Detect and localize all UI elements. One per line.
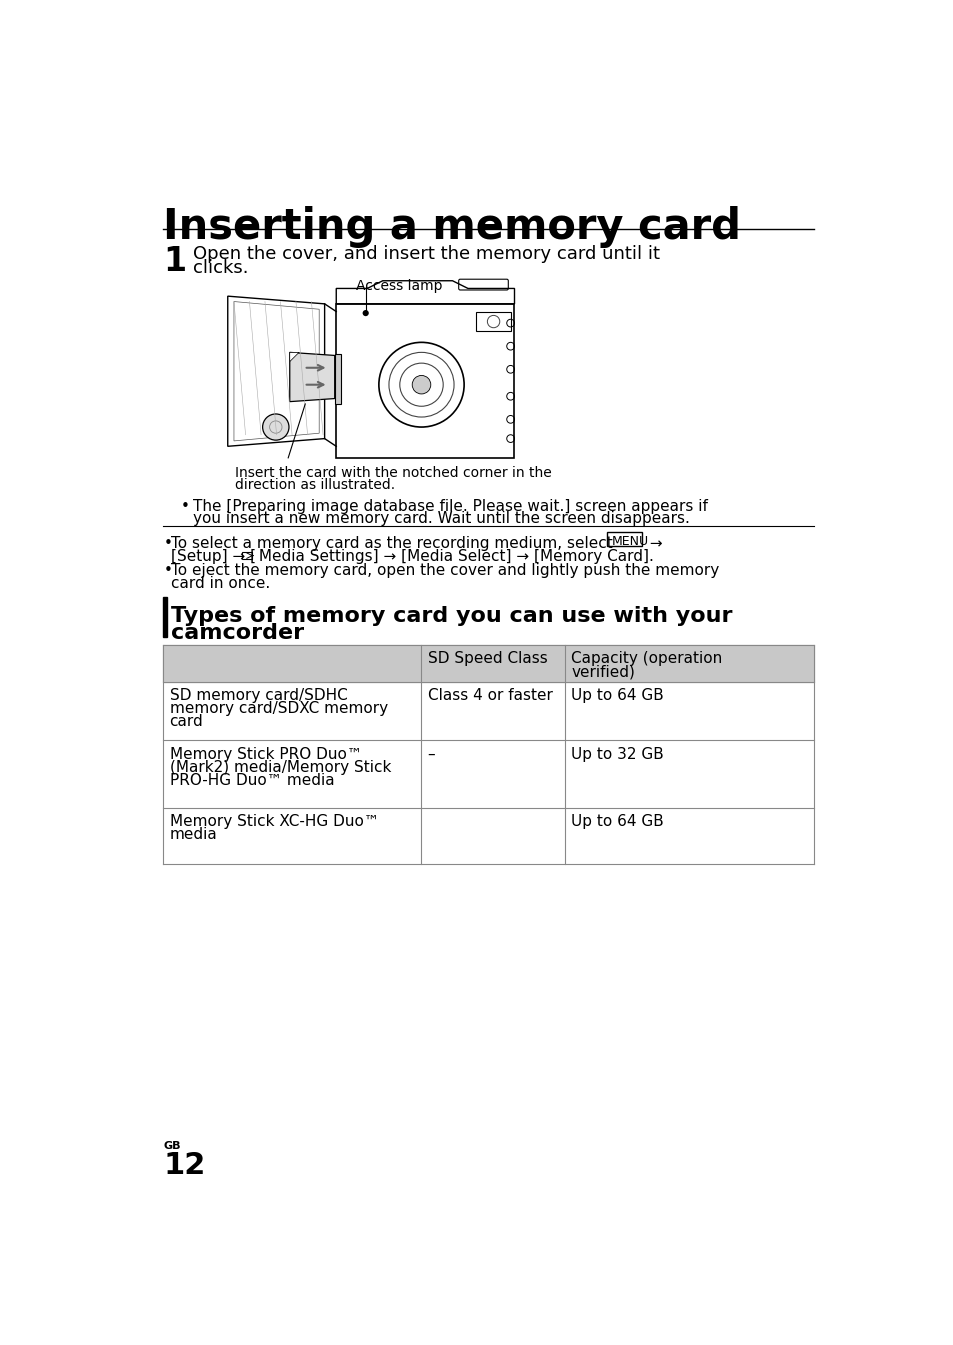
Text: memory card/SDXC memory: memory card/SDXC memory [170,701,387,716]
Text: direction as illustrated.: direction as illustrated. [235,477,395,492]
Text: Inserting a memory card: Inserting a memory card [163,206,740,247]
Text: •: • [181,499,190,514]
Text: Up to 64 GB: Up to 64 GB [571,689,663,703]
Circle shape [262,414,289,440]
Text: Capacity (operation: Capacity (operation [571,651,721,666]
Text: To select a memory card as the recording medium, select: To select a memory card as the recording… [171,537,612,551]
Text: The [Preparing image database file. Please wait.] screen appears if: The [Preparing image database file. Plea… [193,499,707,514]
Text: (Mark2) media/Memory Stick: (Mark2) media/Memory Stick [170,760,391,775]
Text: Class 4 or faster: Class 4 or faster [427,689,552,703]
Text: •: • [163,564,172,578]
Text: Media Settings] → [Media Select] → [Memory Card].: Media Settings] → [Media Select] → [Memo… [253,550,654,565]
Circle shape [362,309,369,316]
Text: Up to 64 GB: Up to 64 GB [571,814,663,830]
Text: Insert the card with the notched corner in the: Insert the card with the notched corner … [235,465,552,480]
Text: Memory Stick XC-HG Duo™: Memory Stick XC-HG Duo™ [170,814,378,830]
Text: →: → [644,537,661,551]
Text: 1: 1 [163,245,187,277]
Text: [Setup] → [: [Setup] → [ [171,550,256,565]
Text: SD memory card/SDHC: SD memory card/SDHC [170,689,347,703]
Bar [335,304,514,457]
Text: Types of memory card you can use with your: Types of memory card you can use with yo… [171,607,732,627]
Text: MENU: MENU [611,535,648,547]
Text: Open the cover, and insert the memory card until it: Open the cover, and insert the memory ca… [193,245,659,262]
Text: GB: GB [163,1141,181,1151]
Polygon shape [290,352,335,402]
Text: camcorder: camcorder [171,623,304,643]
Bar [163,646,814,682]
Text: Access lamp: Access lamp [355,280,441,293]
Text: To eject the memory card, open the cover and lightly push the memory: To eject the memory card, open the cover… [171,564,719,578]
Text: 12: 12 [163,1151,206,1180]
Text: SD Speed Class: SD Speed Class [427,651,547,666]
Bar [163,597,167,638]
Text: PRO-HG Duo™ media: PRO-HG Duo™ media [170,773,334,788]
Text: media: media [170,827,217,842]
Text: •: • [163,537,172,551]
Polygon shape [290,352,298,362]
Text: clicks.: clicks. [193,260,248,277]
Text: card in once.: card in once. [171,576,270,590]
Text: card: card [170,714,203,729]
Bar [242,551,252,560]
Circle shape [412,375,431,394]
Text: Up to 32 GB: Up to 32 GB [571,746,663,761]
Text: verified): verified) [571,664,635,679]
Bar [335,354,340,404]
Text: –: – [427,746,435,761]
Text: Memory Stick PRO Duo™: Memory Stick PRO Duo™ [170,746,361,761]
Text: you insert a new memory card. Wait until the screen disappears.: you insert a new memory card. Wait until… [193,511,689,526]
